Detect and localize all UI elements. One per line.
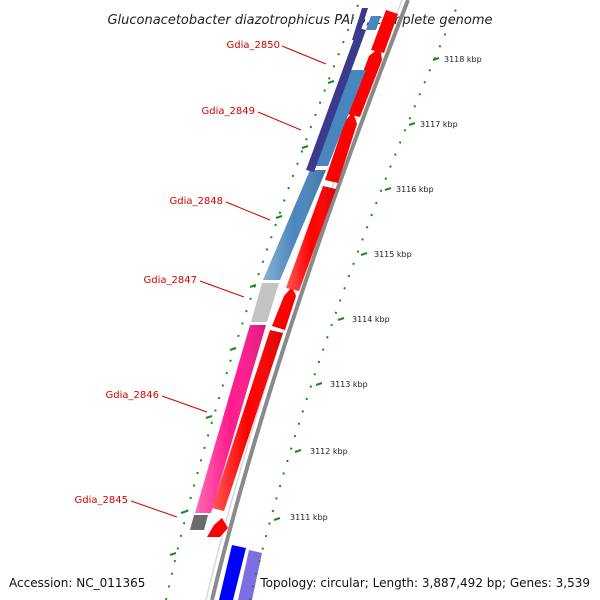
reverse-gene-7[interactable]: [371, 10, 398, 53]
reverse-gene-1[interactable]: [207, 518, 228, 537]
gene-bottom-blue-mark[interactable]: [219, 545, 246, 600]
accession-text: Accession: NC_011365: [9, 576, 145, 590]
gene-label-gdia-2845[interactable]: Gdia_2845: [75, 495, 128, 506]
scale-label-3111: 3111 kbp: [290, 513, 328, 522]
gene-label-gdia-2849[interactable]: Gdia_2849: [202, 106, 255, 117]
inner-tick-track: [165, 0, 361, 600]
gene-gdia-2849-mark[interactable]: [312, 70, 366, 166]
scale-label-3115: 3115 kbp: [374, 250, 412, 259]
scale-labels: 3118 kbp 3117 kbp 3116 kbp 3115 kbp 3114…: [290, 55, 482, 522]
gene-top-blue-mark[interactable]: [366, 16, 381, 30]
scale-label-3112: 3112 kbp: [310, 447, 348, 456]
reverse-gene-5[interactable]: [325, 112, 357, 183]
scale-label-3118: 3118 kbp: [444, 55, 482, 64]
gene-gdia-2845-mark[interactable]: [190, 515, 208, 530]
gene-label-gdia-2848[interactable]: Gdia_2848: [170, 196, 223, 207]
reverse-gene-6[interactable]: [347, 47, 382, 117]
gene-gdia-2847-mark[interactable]: [251, 283, 279, 322]
gene-bottom-purple-mark[interactable]: [238, 550, 262, 600]
backbone: [205, 0, 410, 600]
gene-gdia-2850-mark[interactable]: [306, 28, 366, 172]
gene-label-gdia-2850[interactable]: Gdia_2850: [227, 40, 280, 51]
scale-label-3113: 3113 kbp: [330, 380, 368, 389]
scale-label-3114: 3114 kbp: [352, 315, 390, 324]
topology-text: Topology: circular; Length: 3,887,492 bp…: [259, 576, 590, 590]
gene-label-gdia-2846[interactable]: Gdia_2846: [106, 390, 159, 401]
map-title: Gluconacetobacter diazotrophicus PAl 5, …: [107, 13, 492, 28]
label-leaders: [130, 45, 327, 518]
scale-label-3116: 3116 kbp: [396, 185, 434, 194]
gene-labels: Gdia_2850 Gdia_2849 Gdia_2848 Gdia_2847 …: [75, 40, 280, 506]
gene-label-gdia-2847[interactable]: Gdia_2847: [144, 275, 197, 286]
gene-top-navy-mark[interactable]: [352, 8, 368, 40]
outer-scale-track: [249, 0, 461, 600]
reverse-gene-3[interactable]: [272, 287, 296, 330]
scale-label-3117: 3117 kbp: [420, 120, 458, 129]
